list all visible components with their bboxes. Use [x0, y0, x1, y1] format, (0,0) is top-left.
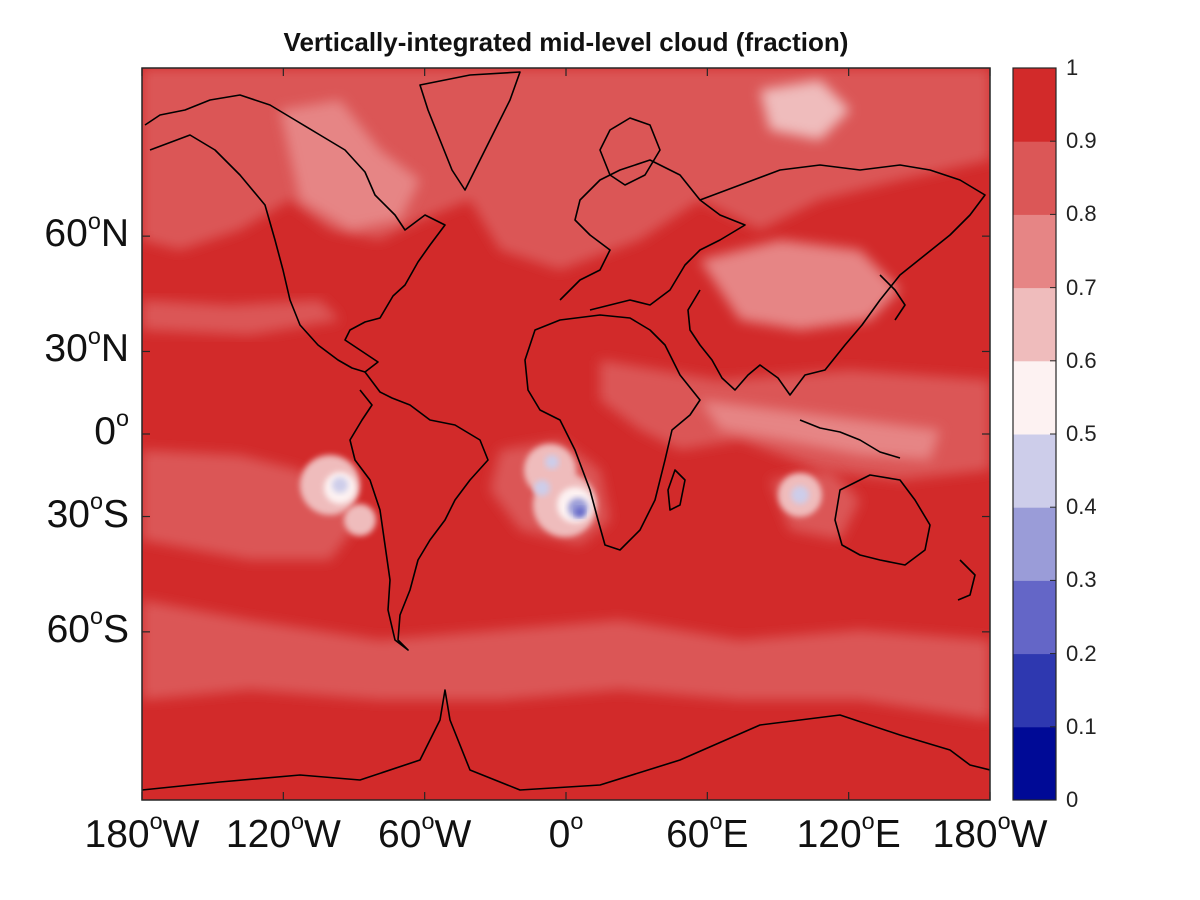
low-cloud-spot-3 [344, 504, 376, 536]
colorbar-label: 0.4 [1066, 494, 1097, 520]
y-tick-label: 30oN [44, 322, 129, 371]
cloud-fraction-field [142, 68, 990, 800]
colorbar-label: 0 [1066, 787, 1079, 812]
low-cloud-spot-9 [545, 455, 559, 469]
colorbar-frame [1012, 67, 1057, 801]
coastline-scandinavia [599, 117, 661, 186]
cloud-region-3 [760, 80, 850, 140]
coastline-antarctica [142, 689, 990, 791]
colorbar [1013, 67, 1056, 801]
x-tick-label: 60oW [378, 808, 472, 856]
coastline-australia [834, 474, 931, 566]
colorbar-segment-0 [1013, 726, 1056, 801]
low-cloud-spot-8 [534, 480, 550, 496]
colorbar-label: 0.9 [1066, 128, 1097, 154]
colorbar-segment-6 [1013, 287, 1056, 362]
colorbar-label: 1 [1066, 55, 1079, 80]
low-cloud-spot-2 [332, 477, 348, 493]
coastline-europe [559, 159, 746, 311]
colorbar-label: 0.6 [1066, 347, 1097, 373]
colorbar-segment-8 [1013, 141, 1056, 215]
coastline-new-zealand [957, 559, 976, 601]
low-cloud-spot-12 [791, 486, 809, 504]
colorbar-label: 0.8 [1066, 201, 1097, 227]
colorbar-segment-4 [1013, 434, 1056, 508]
x-tick-label: 60oE [666, 808, 749, 856]
colorbar-segment-9 [1013, 68, 1056, 142]
colorbar-label: 0.3 [1066, 567, 1097, 593]
coastline-greenland [419, 71, 521, 191]
colorbar-segment-2 [1013, 580, 1056, 655]
y-tick-label: 30oS [46, 487, 129, 536]
y-tick-label: 0o [94, 405, 129, 453]
colorbar-label: 0.7 [1066, 274, 1097, 300]
coastlines [142, 71, 990, 791]
field-layers [142, 68, 990, 720]
coastline-north-america [144, 94, 446, 373]
colorbar-segment-1 [1013, 653, 1056, 728]
x-tick-label: 120oW [225, 808, 341, 856]
colorbar-label: 0.5 [1066, 421, 1097, 446]
coastline-asia [687, 164, 986, 396]
cloud-region-4 [142, 600, 990, 720]
coastline-africa [524, 314, 701, 551]
colorbar-label: 0.2 [1066, 640, 1097, 666]
x-tick-label: 120oE [796, 808, 901, 856]
coastline-japan [879, 274, 906, 321]
cloud-region-5 [142, 300, 340, 335]
low-cloud-spot-10 [575, 507, 585, 517]
cloud-region-7 [700, 400, 940, 460]
x-tick-label: 0o [548, 808, 584, 856]
cloud-region-2 [700, 240, 900, 330]
coastline-madagascar [667, 469, 686, 511]
axis-ticks [141, 68, 991, 800]
x-tick-label: 180oW [84, 808, 200, 856]
chart-title: Vertically-integrated mid-level cloud (f… [283, 27, 849, 57]
x-tick-label: 180oW [932, 808, 1048, 856]
colorbar-segment-3 [1013, 507, 1056, 581]
colorbar-segment-5 [1013, 360, 1056, 435]
colorbar-segment-7 [1013, 214, 1056, 289]
coastline-south-america [349, 371, 489, 651]
y-tick-label: 60oS [46, 603, 129, 651]
coastline-indonesia [799, 419, 901, 459]
colorbar-label: 0.1 [1066, 713, 1097, 739]
y-tick-label: 60oN [44, 207, 129, 256]
